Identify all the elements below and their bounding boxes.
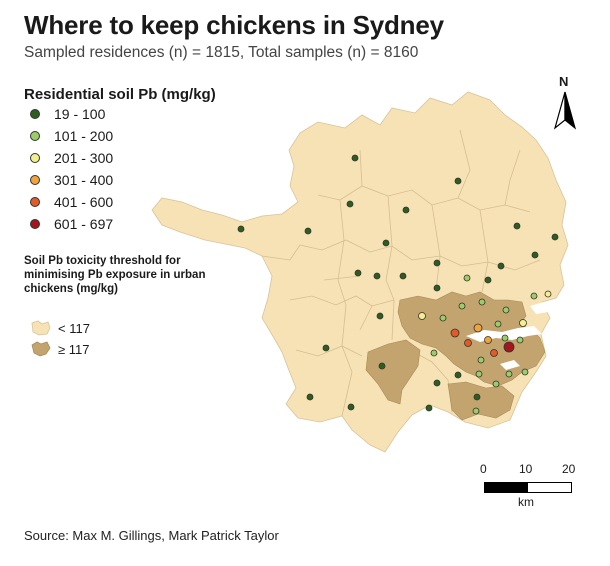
sample-point xyxy=(351,154,359,162)
sample-point xyxy=(433,379,441,387)
scale-bar-graphic xyxy=(484,482,572,493)
sample-point xyxy=(454,177,462,185)
sample-point xyxy=(513,222,521,230)
legend-item: 201 - 300 xyxy=(30,148,113,168)
sample-point xyxy=(494,320,502,328)
legend-dot xyxy=(30,153,40,163)
sample-point xyxy=(430,349,438,357)
sample-point xyxy=(505,370,513,378)
sample-point xyxy=(322,344,330,352)
sample-point xyxy=(433,259,441,267)
threshold-label: < 117 xyxy=(58,320,90,336)
legend-item: 601 - 697 xyxy=(30,214,113,234)
legend-item: 19 - 100 xyxy=(30,104,105,124)
sample-point xyxy=(531,251,539,259)
sample-point xyxy=(477,356,485,364)
scale-tick: 10 xyxy=(519,462,533,476)
map-subtitle: Sampled residences (n) = 1815, Total sam… xyxy=(24,44,419,61)
sample-point xyxy=(544,290,552,298)
threshold-title: Soil Pb toxicity threshold for minimisin… xyxy=(24,255,206,295)
legend-dot xyxy=(30,109,40,119)
scale-tick: 20 xyxy=(562,462,576,476)
legend-item: 301 - 400 xyxy=(30,170,113,190)
sample-point xyxy=(473,323,483,333)
sample-point xyxy=(306,393,314,401)
legend-dot xyxy=(30,131,40,141)
sample-point xyxy=(399,272,407,280)
sample-point xyxy=(484,276,492,284)
sample-point xyxy=(433,284,441,292)
source-credit: Source: Max M. Gillings, Mark Patrick Ta… xyxy=(24,528,279,543)
sample-point xyxy=(472,407,480,415)
sample-points xyxy=(237,154,559,415)
legend-dot xyxy=(30,219,40,229)
threshold-item: ≥ 117 xyxy=(30,339,89,359)
sample-point xyxy=(521,368,529,376)
sample-point xyxy=(463,274,471,282)
legend-label: 19 - 100 xyxy=(54,106,106,122)
legend-item: 401 - 600 xyxy=(30,192,113,212)
sample-point xyxy=(425,404,433,412)
sample-point xyxy=(376,312,384,320)
sample-point xyxy=(484,336,492,344)
sample-point xyxy=(492,380,500,388)
legend-label: 301 - 400 xyxy=(54,172,114,188)
legend-label: 401 - 600 xyxy=(54,194,114,210)
sample-point xyxy=(497,262,505,270)
map-title: Where to keep chickens in Sydney xyxy=(24,10,444,40)
north-arrow-icon xyxy=(553,91,577,130)
scale-tick: 0 xyxy=(480,462,487,476)
legend-dot xyxy=(30,175,40,185)
legend-label: 201 - 300 xyxy=(54,150,114,166)
sample-point xyxy=(439,314,447,322)
sample-point xyxy=(475,370,483,378)
sample-point xyxy=(347,403,355,411)
sample-point xyxy=(454,371,462,379)
sample-point xyxy=(450,328,460,338)
sample-point xyxy=(516,336,524,344)
sample-point xyxy=(402,206,410,214)
sample-point xyxy=(382,239,390,247)
sample-point xyxy=(473,393,481,401)
sample-point xyxy=(458,302,466,310)
sample-point xyxy=(373,272,381,280)
sample-point xyxy=(304,227,312,235)
sample-point xyxy=(503,341,515,353)
threshold-item: < 117 xyxy=(30,318,90,338)
legend-label: 601 - 697 xyxy=(54,216,114,232)
sample-point xyxy=(478,298,486,306)
sample-point xyxy=(346,200,354,208)
sample-point xyxy=(501,334,509,342)
legend-label: 101 - 200 xyxy=(54,128,114,144)
sample-point xyxy=(237,225,245,233)
sample-point xyxy=(530,292,538,300)
sample-point xyxy=(354,269,362,277)
legend-item: 101 - 200 xyxy=(30,126,113,146)
sample-point xyxy=(551,233,559,241)
north-label: N xyxy=(559,74,569,89)
threshold-swatch-high xyxy=(31,341,51,357)
threshold-label: ≥ 117 xyxy=(58,341,90,357)
lga-boundaries xyxy=(261,129,541,417)
sample-point xyxy=(464,339,472,347)
threshold-swatch-low xyxy=(31,320,51,336)
sample-point xyxy=(378,362,386,370)
sample-point xyxy=(418,312,426,320)
scale-bar: 0 10 20 km xyxy=(480,462,580,512)
legend-dot xyxy=(30,197,40,207)
scale-unit: km xyxy=(518,495,534,509)
sample-point xyxy=(490,349,498,357)
legend-title: Residential soil Pb (mg/kg) xyxy=(24,86,216,103)
sample-point xyxy=(519,319,527,327)
sample-point xyxy=(502,306,510,314)
